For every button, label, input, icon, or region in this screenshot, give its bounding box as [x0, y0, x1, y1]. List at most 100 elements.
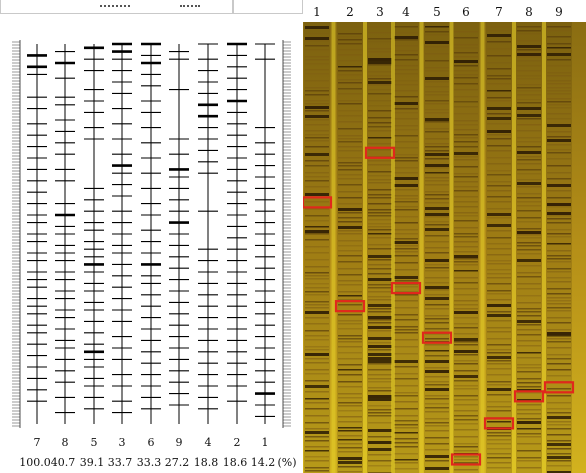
gel-band: [547, 190, 571, 192]
gel-band: [425, 184, 449, 186]
gel-band: [368, 342, 392, 344]
gel-band: [454, 258, 478, 260]
gel-band: [547, 293, 571, 295]
gel-band: [394, 392, 418, 394]
gel-band: [394, 373, 418, 375]
gel-band: [394, 129, 418, 131]
gel-band: [368, 75, 392, 77]
gel-band: [425, 267, 449, 269]
gel-band: [487, 190, 511, 192]
gel-band: [454, 459, 478, 461]
gel-band: [338, 457, 362, 460]
gel-band: [487, 349, 511, 351]
gel-band: [305, 304, 329, 306]
gel-band: [368, 58, 392, 61]
gel-band: [394, 245, 418, 247]
gel-band: [425, 297, 449, 300]
gel-band: [487, 174, 511, 176]
gel-band: [394, 326, 418, 328]
gel-band: [368, 237, 392, 239]
gel-band: [454, 385, 478, 387]
gel-band: [368, 349, 392, 351]
gel-lane-4: [393, 22, 419, 473]
gel-band: [338, 135, 362, 137]
gel-band: [487, 352, 511, 354]
gel-band: [425, 443, 449, 445]
gel-band: [305, 349, 329, 351]
gel-band: [338, 284, 362, 286]
gel-band: [517, 163, 541, 165]
gel-band: [454, 70, 478, 72]
gel-band: [547, 172, 571, 174]
gel-band: [305, 330, 329, 332]
gel-band: [368, 105, 392, 107]
gel-band: [425, 277, 449, 279]
gel-band: [394, 291, 418, 293]
gel-band: [425, 94, 449, 96]
gel-lane-2: [337, 22, 363, 473]
gel-band: [338, 150, 362, 152]
gel-band: [368, 415, 392, 417]
gel-band: [425, 308, 449, 310]
gel-band: [487, 293, 511, 295]
gel-band: [454, 288, 478, 290]
gel-lane-label: 5: [433, 5, 441, 19]
gel-band: [305, 446, 329, 448]
gel-lane-9: [546, 22, 572, 473]
gel-band: [454, 141, 478, 143]
highlight-box-lane-4: [390, 281, 422, 295]
gel-band: [487, 157, 511, 159]
gel-band: [547, 335, 571, 337]
gel-band: [394, 462, 418, 464]
gel-band: [425, 202, 449, 204]
gel-band: [517, 30, 541, 32]
gel-band: [487, 26, 511, 28]
gel-band: [517, 404, 541, 406]
gel-band: [305, 37, 329, 40]
gel-band: [517, 179, 541, 181]
gel-band: [394, 360, 418, 363]
gel-band: [425, 91, 449, 93]
gel-band: [547, 36, 571, 38]
gel-band: [487, 283, 511, 285]
gel-band: [305, 33, 329, 35]
gel-band: [454, 282, 478, 284]
gel-band: [368, 219, 392, 221]
gel-band: [338, 33, 362, 35]
gel-band: [305, 119, 329, 121]
gel-band: [368, 164, 392, 166]
gel-band: [547, 428, 571, 430]
gel-band: [487, 55, 511, 57]
gel-band: [368, 316, 392, 319]
gel-band: [517, 320, 541, 323]
gel-band: [425, 289, 449, 291]
gel-band: [547, 26, 571, 28]
gel-band: [454, 181, 478, 183]
gel-band: [547, 165, 571, 167]
gel-band: [305, 266, 329, 268]
gel-band: [454, 436, 478, 438]
gel-band: [368, 299, 392, 301]
gel-band: [394, 26, 418, 28]
gel-band: [454, 469, 478, 471]
similarity-percent: 39.1: [80, 456, 105, 469]
gel-band: [517, 118, 541, 120]
gel-band: [454, 404, 478, 406]
gel-band: [338, 304, 362, 306]
gel-band: [425, 164, 449, 167]
gel-band: [487, 457, 511, 459]
gel-band: [305, 137, 329, 139]
gel-band: [394, 427, 418, 429]
gel-band: [425, 235, 449, 237]
gel-band: [368, 296, 392, 298]
gel-band: [454, 450, 478, 452]
gel-band: [394, 294, 418, 296]
gel-band: [454, 124, 478, 126]
gel-band: [305, 100, 329, 102]
gel-band: [487, 113, 511, 115]
gel-band: [394, 229, 418, 231]
gel-band: [305, 335, 329, 337]
lane-gap: [449, 22, 454, 473]
highlight-box-lane-8: [513, 390, 545, 403]
gel-band: [487, 263, 511, 265]
